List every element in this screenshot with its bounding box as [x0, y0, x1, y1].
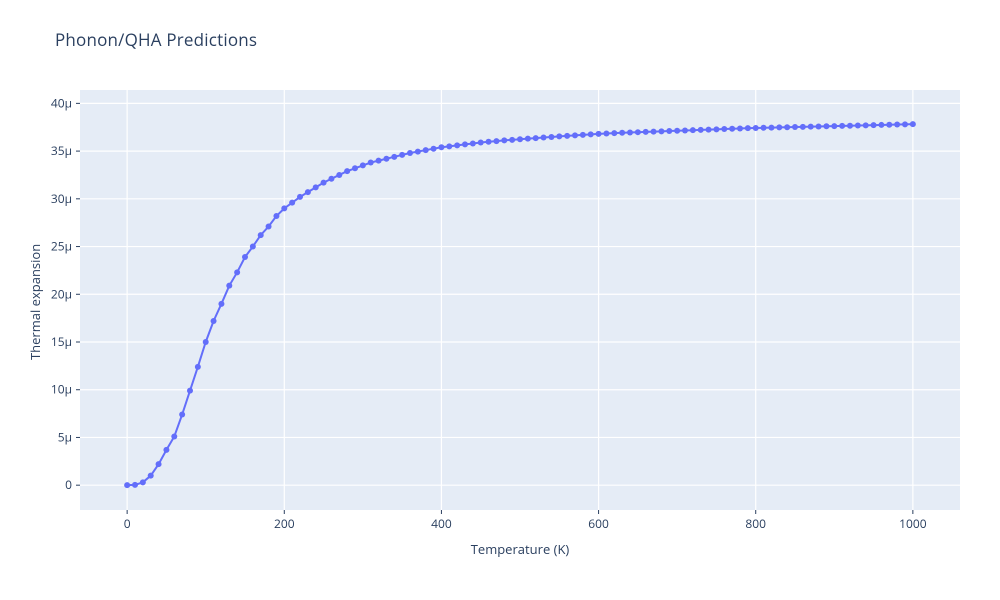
svg-text:15μ: 15μ [51, 333, 72, 350]
svg-text:200: 200 [274, 515, 295, 532]
svg-text:1000: 1000 [899, 515, 927, 532]
svg-text:20μ: 20μ [51, 285, 72, 302]
svg-text:30μ: 30μ [51, 190, 72, 207]
svg-text:0: 0 [124, 515, 131, 532]
svg-text:0: 0 [65, 476, 72, 493]
y-axis-title: Thermal expansion [26, 244, 44, 360]
svg-text:10μ: 10μ [51, 381, 72, 398]
svg-text:400: 400 [431, 515, 452, 532]
plot-area-wrap: 05μ10μ15μ20μ25μ30μ35μ40μ0200400600800100… [80, 90, 960, 510]
svg-text:600: 600 [588, 515, 609, 532]
x-axis-title: Temperature (K) [80, 540, 960, 558]
plot-svg[interactable]: 05μ10μ15μ20μ25μ30μ35μ40μ0200400600800100… [80, 90, 960, 510]
y-axis-title-wrap: Thermal expansion [12, 90, 30, 510]
svg-text:800: 800 [745, 515, 766, 532]
svg-text:5μ: 5μ [58, 428, 72, 445]
chart-container: Phonon/QHA Predictions Thermal expansion… [0, 0, 1000, 600]
svg-text:40μ: 40μ [51, 94, 72, 111]
svg-text:25μ: 25μ [51, 238, 72, 255]
svg-text:35μ: 35μ [51, 142, 72, 159]
chart-title: Phonon/QHA Predictions [55, 28, 257, 51]
